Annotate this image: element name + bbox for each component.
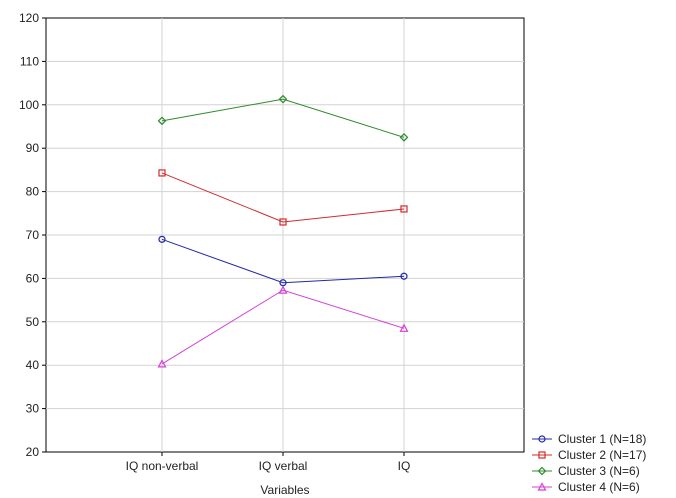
legend-label: Cluster 3 (N=6) <box>558 464 640 478</box>
y-tick-label: 50 <box>26 315 40 329</box>
x-tick-label: IQ <box>398 459 411 473</box>
data-point <box>278 94 288 104</box>
y-tick-label: 80 <box>26 185 40 199</box>
grid-lines <box>46 18 524 452</box>
legend-label: Cluster 2 (N=17) <box>558 448 646 462</box>
data-point <box>157 359 167 368</box>
legend: Cluster 1 (N=18) Cluster 2 (N=17) Cluster … <box>532 432 646 494</box>
legend-label: Cluster 4 (N=6) <box>558 480 640 494</box>
data-point <box>157 116 167 126</box>
y-axis-ticks: 20 30 40 50 60 70 80 90 100 110 120 <box>19 11 46 459</box>
x-axis-label: Variables <box>260 483 309 497</box>
legend-marker <box>537 482 547 491</box>
legend-item: Cluster 4 (N=6) <box>532 480 640 494</box>
series-line <box>161 172 405 223</box>
data-point <box>399 323 409 332</box>
legend-item: Cluster 1 (N=18) <box>532 432 646 446</box>
y-tick-label: 110 <box>20 54 39 68</box>
y-tick-label: 60 <box>26 271 40 285</box>
data-point <box>279 218 287 226</box>
legend-marker <box>538 435 546 443</box>
y-tick-label: 40 <box>26 358 40 372</box>
series <box>158 169 408 226</box>
series-group <box>157 94 409 368</box>
legend-marker <box>537 466 547 476</box>
series <box>158 235 408 287</box>
y-tick-label: 120 <box>19 11 39 25</box>
x-tick-label: IQ verbal <box>259 459 308 473</box>
series-line <box>161 98 405 138</box>
data-point <box>158 235 166 243</box>
x-tick-label: IQ non-verbal <box>126 459 199 473</box>
series <box>157 94 409 142</box>
x-axis-ticks: IQ non-verbal IQ verbal IQ <box>126 452 411 473</box>
data-point <box>278 285 288 294</box>
legend-label: Cluster 1 (N=18) <box>558 432 646 446</box>
y-tick-label: 90 <box>26 141 40 155</box>
legend-marker <box>538 451 546 459</box>
y-tick-label: 100 <box>19 98 39 112</box>
legend-item: Cluster 2 (N=17) <box>532 448 646 462</box>
series <box>157 285 409 368</box>
data-point <box>399 133 409 142</box>
series-line <box>161 238 405 284</box>
data-point <box>400 272 408 280</box>
y-tick-label: 70 <box>26 228 40 242</box>
legend-item: Cluster 3 (N=6) <box>532 464 640 478</box>
series-line <box>161 289 405 365</box>
data-point <box>158 169 166 177</box>
y-tick-label: 30 <box>26 402 40 416</box>
y-tick-label: 20 <box>26 445 40 459</box>
data-point <box>400 205 408 213</box>
